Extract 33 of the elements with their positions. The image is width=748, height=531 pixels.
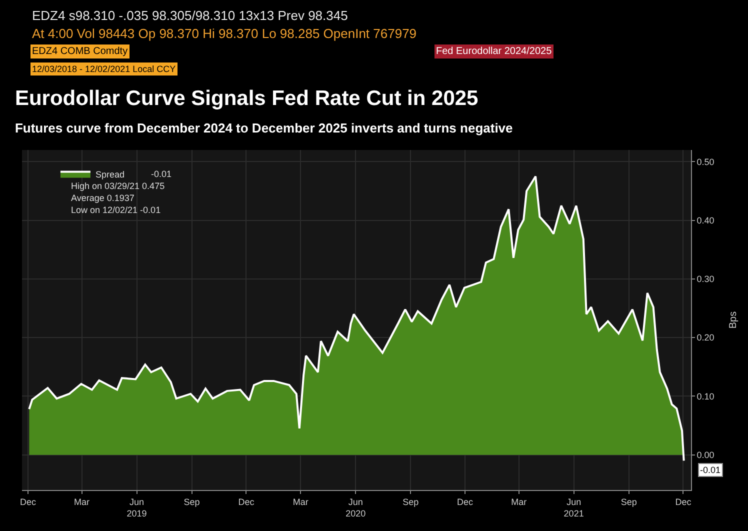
x-tick-label: Dec	[20, 496, 36, 507]
x-tick-label: Jun 2019	[126, 496, 147, 518]
legend-label: Spread	[95, 169, 124, 180]
y-tick-label: 0.30	[696, 274, 714, 284]
text: 12/03/2018 - 12/02/2021 Local CCY	[32, 64, 176, 74]
x-tick-label: Jun 2021	[564, 496, 584, 518]
y-tick-label: 0.00	[696, 450, 714, 460]
annotation: Low on 12/02/21 -0.01	[71, 205, 161, 215]
x-tick-label: Dec	[457, 496, 474, 507]
text: At 4:00 Vol 98443 Op 98.370 Hi 98.370 Lo 98.285 OpenInt 767979	[32, 26, 417, 41]
chart-title: Eurodollar Curve Signals Fed Rate Cut in 2025	[14, 87, 479, 110]
x-tick-label: Mar	[292, 496, 308, 507]
x-tick-label: Dec	[238, 496, 255, 507]
x-tick-label: Sep	[402, 496, 419, 507]
chart-subtitle: Futures curve from December 2024 to December 2025 inverts and turns negative	[14, 120, 513, 136]
x-tick-label: Mar	[511, 496, 527, 507]
y-tick-label: 0.10	[696, 391, 714, 402]
text: Fed Eurodollar 2024/2025	[436, 46, 552, 57]
y-tick-label: 0.50	[696, 156, 714, 167]
x-tick-label: Dec	[675, 496, 692, 507]
annotation: -0.01	[151, 169, 172, 179]
annotation: High on 03/29/21 0.475	[71, 181, 165, 191]
x-tick-label: Sep	[620, 496, 637, 507]
x-tick-label: Mar	[74, 496, 90, 507]
x-tick-label: Sep	[184, 496, 200, 507]
annotation: -0.01	[700, 465, 721, 475]
y-axis-title: Bps	[728, 311, 739, 329]
annotation: Average 0.1937	[71, 193, 134, 203]
x-tick-label: Jun 2020	[346, 496, 366, 518]
text: EDZ4 s98.310 -.035 98.305/98.310 13x13 Prev 98.345	[32, 8, 348, 23]
y-tick-label: 0.40	[696, 215, 714, 226]
text: EDZ4 COMB Comdty	[32, 46, 128, 57]
y-tick-label: 0.20	[696, 332, 714, 343]
